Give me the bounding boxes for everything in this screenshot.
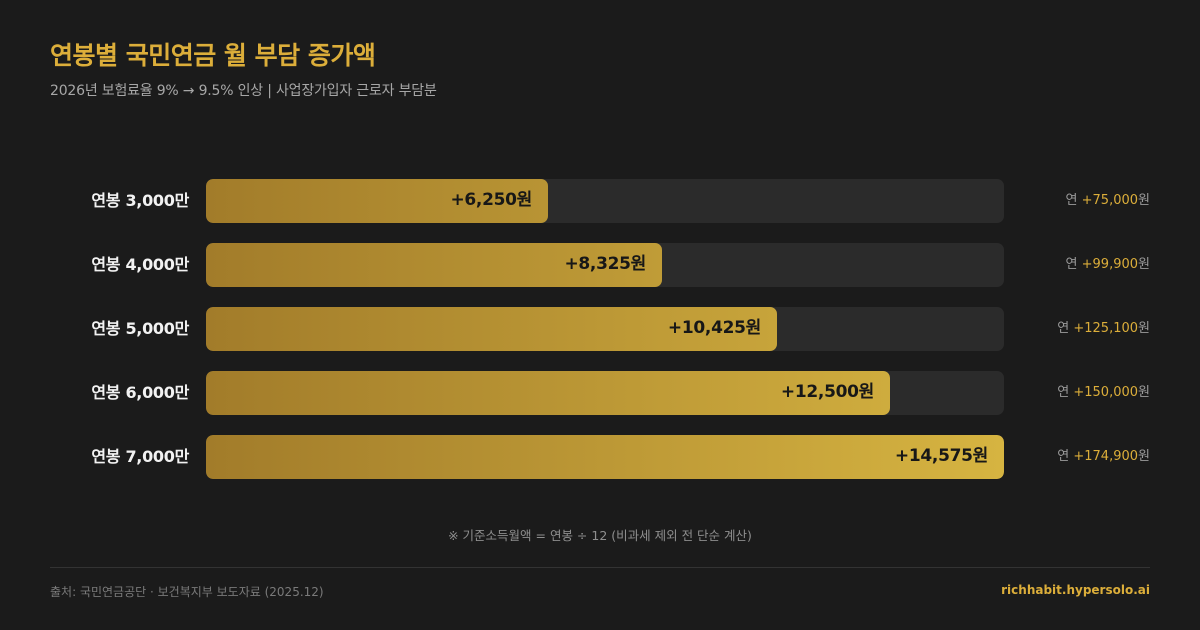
annual-value: +99,900 — [1081, 257, 1139, 272]
bar: +6,250원 — [206, 179, 548, 223]
page-title: 연봉별 국민연금 월 부담 증가액 — [50, 41, 376, 70]
annual-unit: 원 — [1138, 449, 1150, 464]
annual-prefix: 연 — [1057, 321, 1074, 336]
bar-value-label: +8,325원 — [564, 254, 646, 274]
bar: +8,325원 — [206, 243, 662, 287]
annual-value: +125,100 — [1073, 321, 1139, 336]
annual-prefix: 연 — [1057, 385, 1074, 400]
category-label: 연봉 4,000만 — [91, 255, 189, 274]
footnote: ※ 기준소득월액 = 연봉 ÷ 12 (비과세 제외 전 단순 계산) — [448, 528, 752, 543]
category-label: 연봉 3,000만 — [91, 191, 189, 210]
bar-track: +8,325원 — [206, 243, 1004, 287]
bar-row: 연봉 7,000만 +14,575원 연 +174,900원 — [0, 435, 1200, 479]
bar-track: +14,575원 — [206, 435, 1004, 479]
annual-value: +174,900 — [1073, 449, 1139, 464]
annual-total: 연 +150,000원 — [1057, 371, 1150, 415]
category-label: 연봉 6,000만 — [91, 383, 189, 402]
annual-prefix: 연 — [1057, 449, 1074, 464]
bar: +10,425원 — [206, 307, 777, 351]
annual-unit: 원 — [1138, 385, 1150, 400]
annual-unit: 원 — [1138, 321, 1150, 336]
site-link[interactable]: richhabit.hypersolo.ai — [1001, 583, 1150, 597]
annual-unit: 원 — [1138, 193, 1150, 208]
bar-value-label: +14,575원 — [894, 446, 988, 466]
bar: +12,500원 — [206, 371, 890, 415]
annual-total: 연 +174,900원 — [1057, 435, 1150, 479]
page-subtitle: 2026년 보험료율 9% → 9.5% 인상 | 사업장가입자 근로자 부담분 — [50, 83, 437, 99]
annual-prefix: 연 — [1065, 193, 1082, 208]
bar-row: 연봉 3,000만 +6,250원 연 +75,000원 — [0, 179, 1200, 223]
bar-row: 연봉 6,000만 +12,500원 연 +150,000원 — [0, 371, 1200, 415]
annual-value: +150,000 — [1073, 385, 1139, 400]
bar-value-label: +12,500원 — [780, 382, 874, 402]
annual-total: 연 +75,000원 — [1066, 179, 1150, 223]
source-credit: 출처: 국민연금공단 · 보건복지부 보도자료 (2025.12) — [50, 585, 324, 599]
bar-value-label: +6,250원 — [450, 190, 532, 210]
category-label: 연봉 5,000만 — [91, 319, 189, 338]
bar-track: +6,250원 — [206, 179, 1004, 223]
annual-unit: 원 — [1138, 257, 1150, 272]
annual-total: 연 +99,900원 — [1066, 243, 1150, 287]
annual-value: +75,000 — [1081, 193, 1139, 208]
bar-row: 연봉 4,000만 +8,325원 연 +99,900원 — [0, 243, 1200, 287]
annual-total: 연 +125,100원 — [1057, 307, 1150, 351]
footer-divider — [50, 567, 1150, 568]
category-label: 연봉 7,000만 — [91, 447, 189, 466]
annual-prefix: 연 — [1065, 257, 1082, 272]
bar-value-label: +10,425원 — [667, 318, 761, 338]
bar-track: +12,500원 — [206, 371, 1004, 415]
bar-track: +10,425원 — [206, 307, 1004, 351]
bar: +14,575원 — [206, 435, 1004, 479]
bar-row: 연봉 5,000만 +10,425원 연 +125,100원 — [0, 307, 1200, 351]
